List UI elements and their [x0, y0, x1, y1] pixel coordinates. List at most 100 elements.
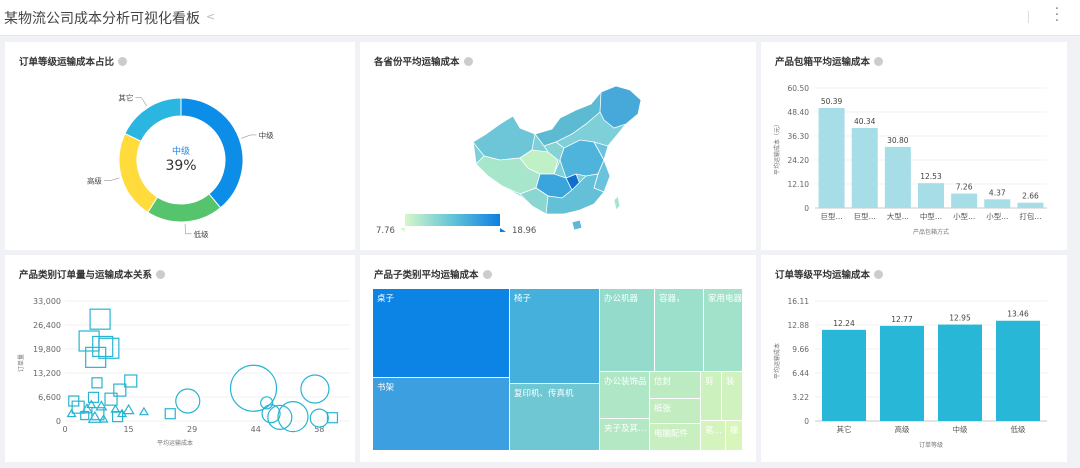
x-tick-label: 15: [123, 425, 133, 434]
scatter-point[interactable]: [277, 401, 309, 433]
info-icon[interactable]: [874, 57, 884, 66]
info-icon[interactable]: [874, 270, 884, 279]
scatter-chart: 0 6,600 13,200 19,800 26,400 33,000 0 15 29 44 58 平…: [17, 297, 350, 447]
scatter-point[interactable]: [95, 400, 108, 411]
y-tick-label: 19,800: [33, 345, 61, 354]
map-legend-handle-max: [500, 228, 506, 232]
scatter-point[interactable]: [124, 374, 138, 388]
bar[interactable]: [880, 325, 924, 421]
bar[interactable]: [984, 199, 1011, 208]
y-tick-label: 0: [804, 204, 809, 213]
packaging-bar-chart: 0 12.10 24.20 36.30 48.40 60.50 50.39 巨型... 40.3…: [773, 84, 1047, 236]
bar[interactable]: [818, 108, 845, 208]
scatter-point[interactable]: [87, 391, 100, 403]
treemap-cell[interactable]: 办公机器: [599, 288, 655, 372]
scatter-point[interactable]: [267, 404, 293, 430]
y-tick-label: 16.11: [788, 297, 810, 306]
scatter-point[interactable]: [92, 335, 114, 358]
bar-value-label: 12.24: [833, 319, 855, 328]
scatter-point[interactable]: [138, 406, 149, 416]
scatter-point[interactable]: [175, 388, 201, 414]
scatter-point[interactable]: [122, 403, 135, 415]
bar-value-label: 12.95: [949, 314, 971, 323]
scatter-point[interactable]: [260, 396, 274, 410]
scatter-point[interactable]: [98, 413, 109, 423]
info-icon[interactable]: [118, 57, 128, 66]
info-icon[interactable]: [463, 57, 473, 66]
treemap-cell[interactable]: 电脑配件: [649, 423, 701, 451]
treemap-cell[interactable]: 容器，: [654, 288, 704, 372]
bar[interactable]: [938, 324, 982, 421]
donut-slice[interactable]: [118, 132, 159, 214]
scatter-point[interactable]: [98, 337, 120, 359]
scatter-point[interactable]: [91, 377, 103, 389]
bar-value-label: 7.26: [956, 183, 973, 192]
treemap-cell[interactable]: 书架: [372, 377, 510, 451]
x-tick-label: 巨型...: [854, 212, 876, 221]
scatter-point[interactable]: [229, 364, 278, 412]
bar[interactable]: [851, 127, 878, 208]
scatter-point[interactable]: [80, 403, 93, 414]
panel-order-level-cost: 订单等级平均运输成本 0 3.22 6.44 9.66 12.88 16.11 12.24 其…: [761, 255, 1067, 462]
scatter-point[interactable]: [326, 412, 339, 424]
scatter-point[interactable]: [78, 330, 100, 352]
scatter-point[interactable]: [164, 408, 176, 420]
y-tick-label: 33,000: [33, 297, 61, 306]
y-tick-label: 60.50: [788, 84, 810, 93]
scatter-point[interactable]: [104, 392, 118, 406]
treemap-cell[interactable]: 椅子: [509, 288, 600, 384]
x-axis-title: 平均运输成本: [157, 439, 193, 447]
info-icon[interactable]: [482, 270, 492, 279]
bar[interactable]: [884, 146, 911, 208]
share-icon[interactable]: <: [206, 10, 216, 23]
treemap-cell[interactable]: 笔…: [700, 420, 726, 451]
x-tick-label: 小型...: [953, 212, 975, 221]
treemap-cell[interactable]: 复印机、传真机: [509, 383, 600, 451]
x-tick-label: 其它: [837, 424, 852, 434]
panel-title: 产品类别订单量与运输成本关系: [19, 270, 153, 281]
treemap-cell[interactable]: 桌子: [372, 288, 510, 378]
y-tick-label: 3.22: [792, 393, 809, 402]
treemap-cell[interactable]: 家用电器: [703, 288, 743, 372]
donut-label: 高级: [87, 176, 102, 186]
treemap-cell[interactable]: 办公装饰品: [599, 371, 650, 419]
scatter-point[interactable]: [80, 410, 90, 421]
bar[interactable]: [822, 329, 866, 421]
treemap-cell[interactable]: 纸张: [649, 398, 701, 424]
bar[interactable]: [951, 193, 978, 208]
scatter-point[interactable]: [85, 346, 107, 368]
scatter-point[interactable]: [71, 400, 85, 414]
treemap-cell[interactable]: 剪: [700, 371, 722, 421]
bar-value-label: 4.37: [989, 188, 1006, 197]
treemap-cell[interactable]: 装: [721, 371, 743, 421]
info-icon[interactable]: [156, 270, 166, 279]
x-tick-label: 低级: [1011, 424, 1027, 434]
panel-title: 产品子类别平均运输成本: [374, 270, 479, 281]
donut-slice[interactable]: [124, 97, 182, 142]
treemap-cell[interactable]: 夹子及其…: [599, 418, 650, 451]
scatter-point[interactable]: [261, 404, 281, 424]
scatter-point[interactable]: [113, 383, 127, 397]
donut-slice[interactable]: [180, 97, 244, 209]
donut-label: 低级: [194, 229, 209, 239]
x-axis-title: 产品包箱方式: [913, 228, 949, 236]
scatter-point[interactable]: [89, 308, 111, 330]
x-tick-label: 巨型...: [820, 212, 842, 221]
map-region-taiwan: [613, 195, 621, 211]
more-menu-icon[interactable]: · · ·: [1054, 2, 1060, 29]
scatter-point[interactable]: [300, 374, 330, 404]
y-tick-label: 12.10: [788, 180, 810, 189]
x-tick-label: 打包...: [1019, 211, 1041, 221]
map-legend-max: 18.96: [512, 226, 536, 236]
y-tick-label: 48.40: [788, 108, 810, 117]
bar[interactable]: [996, 320, 1040, 421]
bar[interactable]: [918, 183, 944, 208]
treemap-cell[interactable]: 橡: [725, 420, 743, 451]
donut-slice[interactable]: [147, 193, 222, 223]
bar[interactable]: [1017, 202, 1044, 208]
x-tick-label: 大型...: [887, 211, 909, 221]
treemap-cell[interactable]: 信封: [649, 371, 701, 399]
y-tick-label: 24.20: [788, 156, 810, 165]
scatter-point[interactable]: [309, 408, 329, 428]
